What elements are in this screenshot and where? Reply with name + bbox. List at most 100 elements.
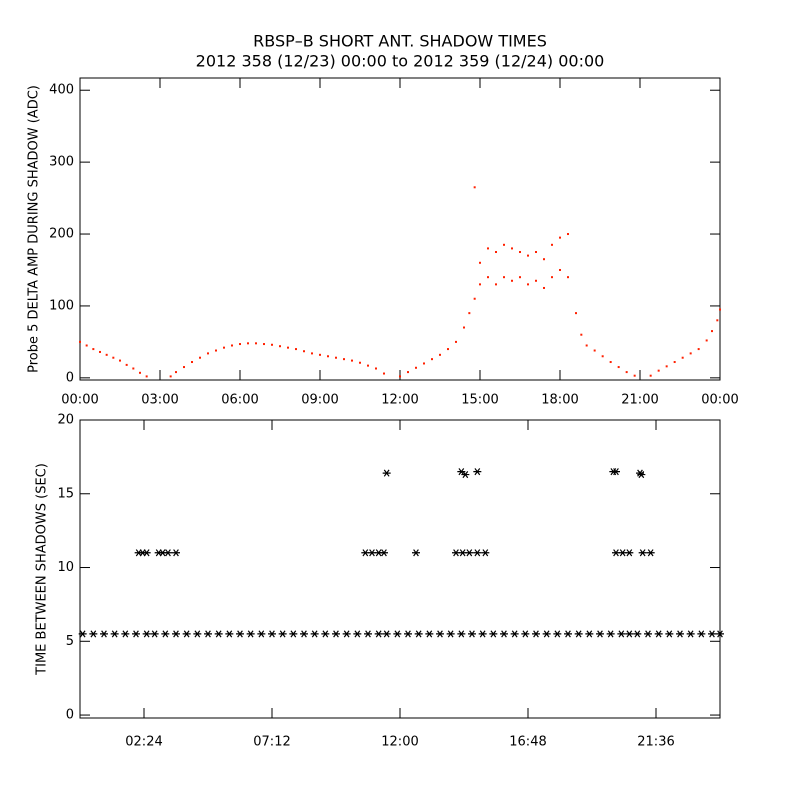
data-point bbox=[289, 630, 298, 638]
data-point bbox=[473, 468, 482, 476]
data-point bbox=[489, 630, 498, 638]
data-point bbox=[596, 630, 604, 638]
data-point bbox=[527, 254, 529, 257]
chart-title: RBSP–B SHORT ANT. SHADOW TIMES bbox=[253, 32, 547, 51]
data-point bbox=[575, 312, 577, 315]
data-point bbox=[112, 356, 115, 359]
data-point bbox=[473, 186, 476, 189]
data-point bbox=[719, 308, 721, 311]
x-tick-label: 12:00 bbox=[381, 393, 418, 408]
data-point bbox=[150, 630, 159, 638]
data-point bbox=[311, 352, 313, 355]
data-point bbox=[612, 468, 620, 476]
data-point bbox=[342, 630, 351, 638]
data-point bbox=[343, 358, 345, 361]
data-point bbox=[478, 630, 487, 638]
data-point bbox=[215, 349, 217, 352]
data-point bbox=[257, 630, 266, 638]
data-point bbox=[169, 375, 172, 378]
data-point bbox=[100, 630, 108, 638]
data-point bbox=[383, 372, 385, 375]
data-point bbox=[110, 630, 119, 638]
data-point bbox=[164, 549, 172, 557]
data-point bbox=[673, 361, 676, 364]
data-point bbox=[689, 352, 692, 355]
data-point bbox=[431, 358, 433, 361]
y-tick-label: 400 bbox=[49, 83, 74, 98]
data-point bbox=[551, 243, 553, 246]
data-point bbox=[511, 247, 513, 250]
data-point bbox=[697, 630, 706, 638]
data-point bbox=[676, 630, 684, 638]
data-point bbox=[246, 630, 255, 638]
data-point bbox=[412, 549, 420, 557]
data-point bbox=[132, 367, 135, 370]
data-point bbox=[638, 549, 647, 557]
data-point bbox=[644, 630, 652, 638]
data-point bbox=[657, 369, 660, 372]
data-point bbox=[527, 283, 529, 286]
data-point bbox=[335, 356, 337, 359]
data-point bbox=[564, 630, 572, 638]
data-point bbox=[473, 297, 476, 300]
data-point bbox=[503, 276, 505, 279]
data-point bbox=[92, 348, 95, 351]
data-point bbox=[172, 630, 180, 638]
data-point bbox=[231, 344, 233, 347]
data-point bbox=[139, 371, 141, 374]
data-point bbox=[105, 353, 108, 356]
data-point bbox=[567, 233, 569, 236]
x-tick-label: 03:00 bbox=[141, 393, 178, 408]
data-point bbox=[255, 342, 257, 345]
data-point bbox=[553, 630, 562, 638]
data-point bbox=[78, 630, 87, 638]
data-point bbox=[574, 630, 583, 638]
data-point bbox=[332, 630, 340, 638]
data-point bbox=[204, 630, 212, 638]
data-point bbox=[361, 549, 370, 557]
y-axis-label: TIME BETWEEN SHADOWS (SEC) bbox=[35, 463, 50, 676]
data-point bbox=[132, 630, 140, 638]
data-point bbox=[473, 549, 482, 557]
data-point bbox=[446, 630, 455, 638]
data-point bbox=[487, 276, 489, 279]
data-point bbox=[399, 375, 401, 378]
data-point bbox=[89, 630, 98, 638]
x-tick-label: 09:00 bbox=[301, 393, 338, 408]
data-point bbox=[455, 340, 457, 343]
data-point bbox=[119, 359, 121, 362]
data-point bbox=[495, 251, 497, 254]
y-tick-label: 100 bbox=[49, 298, 74, 313]
data-point bbox=[374, 630, 383, 638]
data-point bbox=[353, 630, 362, 638]
data-point bbox=[617, 366, 620, 369]
data-point bbox=[367, 364, 369, 367]
x-tick-label: 21:36 bbox=[637, 735, 674, 750]
data-point bbox=[142, 630, 151, 638]
data-point bbox=[85, 344, 88, 347]
data-point bbox=[567, 276, 569, 279]
data-point bbox=[225, 630, 234, 638]
data-point bbox=[495, 283, 497, 286]
data-point bbox=[543, 286, 545, 289]
data-point bbox=[425, 630, 434, 638]
y-tick-label: 0 bbox=[66, 370, 74, 385]
data-point bbox=[375, 367, 377, 370]
x-tick-label: 07:12 bbox=[253, 735, 290, 750]
data-point bbox=[407, 371, 409, 374]
data-point bbox=[183, 366, 185, 369]
data-point bbox=[404, 630, 412, 638]
data-point bbox=[393, 630, 402, 638]
data-point bbox=[535, 251, 537, 254]
y-tick-label: 5 bbox=[66, 634, 74, 649]
data-point bbox=[585, 344, 588, 347]
data-point bbox=[681, 356, 684, 359]
data-point bbox=[697, 348, 700, 351]
data-point bbox=[521, 630, 530, 638]
data-point bbox=[247, 342, 249, 345]
data-point bbox=[327, 355, 329, 358]
data-point bbox=[414, 630, 423, 638]
data-point bbox=[310, 630, 319, 638]
